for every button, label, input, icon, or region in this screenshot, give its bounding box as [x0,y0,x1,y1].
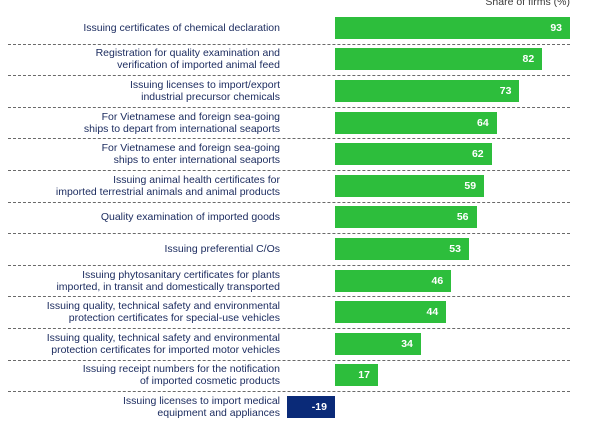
row-divider [8,106,570,108]
category-label-line: ships to enter international seaports [113,154,280,167]
category-label: Issuing animal health certificates for im… [8,174,280,198]
bar [335,16,570,39]
row-divider [8,264,570,266]
category-label: Issuing phytosanitary certificates for p… [8,269,280,293]
category-label-line: protection certificates for imported mot… [51,343,280,356]
category-label-line: Issuing licenses to import medical [123,395,280,407]
data-label: 64 [477,116,489,129]
category-label: For Vietnamese and foreign sea-going ship… [8,142,280,166]
bar-negative [286,396,335,418]
category-label: Issuing certificates of chemical declara… [8,22,280,34]
category-label-line: Issuing receipt numbers for the notifica… [82,363,280,376]
category-label-line: Issuing phytosanitary certificates for p… [82,268,280,281]
data-label: 73 [499,85,512,97]
category-label-line: equipment and appliances [157,407,280,419]
row-divider [8,359,570,361]
bar [335,111,497,134]
row-divider [8,201,570,203]
data-label: 53 [449,243,461,255]
category-label-line: imported, in transit and domestically tr… [56,280,280,293]
category-label-line: Issuing preferential C/Os [164,243,280,255]
bar [335,48,543,71]
data-label: 59 [464,179,477,192]
bar [335,174,485,197]
category-label: Issuing licenses to import medical equipm… [8,395,280,419]
data-label: 34 [401,337,413,350]
bar [335,364,378,387]
category-label-line: Registration for quality examination and [95,47,280,60]
bar [335,80,520,102]
unit-label: Share of firms (%) [485,0,570,8]
category-label: Quality examination of imported goods [8,211,280,223]
data-label: 46 [431,274,444,287]
row-divider [8,138,570,140]
row-divider [8,328,570,329]
row-divider [8,75,570,77]
category-label: Registration for quality examination and… [8,47,280,71]
category-label-line: Issuing quality, technical safety and en… [46,331,280,344]
category-label: For Vietnamese and foreign sea-going ship… [8,111,280,135]
data-label: 93 [550,21,562,34]
data-label: 56 [456,211,469,224]
category-label-line: imported terrestrial animals and animal … [55,185,280,198]
row-divider [8,233,570,235]
category-label-line: Issuing quality, technical safety and en… [46,300,280,313]
bar [335,238,469,260]
category-label-line: of imported cosmetic products [139,375,280,388]
category-label: Issuing licenses to import/export industr… [8,79,280,103]
category-label: Issuing receipt numbers for the notifica… [8,363,280,387]
row-divider [8,43,570,45]
category-label-line: Issuing animal health certificates for [113,173,280,186]
data-label: 82 [522,53,535,66]
category-label-line: For Vietnamese and foreign sea-going [101,142,280,155]
row-divider [8,296,570,298]
data-label: 62 [471,148,484,161]
category-label: Issuing quality, technical safety and en… [8,300,280,324]
bar [335,206,477,229]
category-label-line: industrial precursor chemicals [141,91,280,103]
bar [335,332,421,355]
category-label: Issuing preferential C/Os [8,243,280,255]
category-label-line: For Vietnamese and foreign sea-going [101,110,280,123]
category-label-line: Issuing licenses to import/export [130,79,280,91]
bar [335,143,492,166]
bar [335,301,447,324]
category-label-line: protection certificates for special-use … [68,312,280,325]
category-label-line: Quality examination of imported goods [100,211,280,224]
row-divider [8,391,570,393]
row-divider [8,170,570,171]
category-label-line: verification of imported animal feed [117,59,280,72]
category-label-line: Issuing certificates of chemical declara… [83,21,280,34]
data-label: 17 [358,369,370,382]
data-label: -19 [311,401,327,413]
data-label: 44 [426,306,439,319]
bar [335,269,452,292]
category-label-line: ships to depart from international seapo… [83,122,280,135]
category-label: Issuing quality, technical safety and en… [8,332,280,356]
